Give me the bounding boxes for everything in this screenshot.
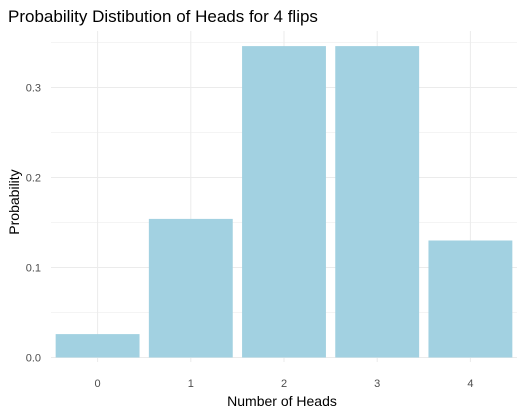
x-tick-label: 2 (281, 378, 287, 390)
y-tick-label: 0.2 (26, 173, 41, 185)
y-axis-ticks: 0.0 0.1 0.2 0.3 (26, 83, 41, 365)
x-tick-label: 4 (467, 378, 473, 390)
chart-title: Probability Distibution of Heads for 4 f… (8, 7, 318, 26)
bars (55, 46, 513, 358)
y-tick-label: 0.0 (26, 353, 41, 365)
y-tick-label: 0.3 (26, 83, 41, 95)
bar-0 (55, 334, 140, 358)
bar-4 (428, 240, 513, 358)
bar-1 (148, 218, 233, 358)
x-axis-ticks: 0 1 2 3 4 (95, 378, 474, 390)
x-tick-label: 0 (95, 378, 101, 390)
x-tick-label: 1 (188, 378, 194, 390)
y-axis-label: Probability (6, 169, 22, 234)
bar-2 (242, 46, 326, 358)
y-tick-label: 0.1 (26, 263, 41, 275)
x-axis-label: Number of Heads (227, 393, 337, 409)
bar-3 (335, 46, 420, 358)
x-tick-label: 3 (374, 378, 380, 390)
